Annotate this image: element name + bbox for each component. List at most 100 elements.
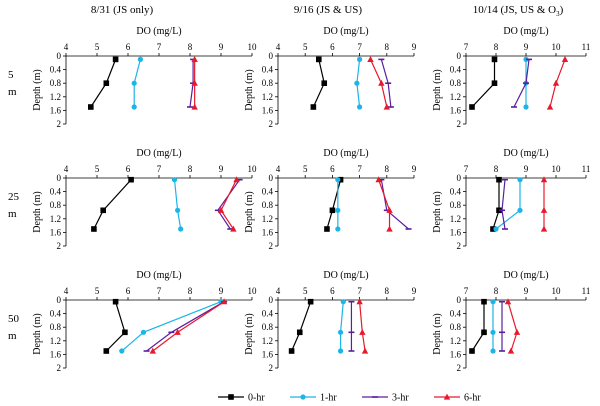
data-point-0-hr bbox=[128, 176, 134, 183]
x-tick-label: 5 bbox=[95, 286, 100, 296]
x-tick-label: 9 bbox=[219, 164, 224, 174]
data-point-0-hr bbox=[296, 329, 303, 336]
x-tick-label: 5 bbox=[95, 42, 100, 52]
data-point-6-hr bbox=[367, 56, 374, 62]
x-tick-label: 4 bbox=[276, 164, 281, 174]
legend: 0-hr 1-hr 3-hr 6-hr bbox=[218, 393, 481, 404]
data-point-1-hr bbox=[523, 104, 529, 110]
x-axis-label: DO (mg/L) bbox=[323, 26, 368, 37]
y-axis-label: Depth (m) bbox=[32, 191, 43, 232]
data-point-6-hr bbox=[546, 103, 554, 110]
legend-label: 3-hr bbox=[392, 393, 409, 404]
x-axis-label: DO (mg/L) bbox=[136, 270, 181, 281]
y-tick-label: 1.6 bbox=[262, 349, 274, 359]
series-3-hr bbox=[511, 58, 532, 108]
y-tick-label: 0 bbox=[57, 51, 62, 61]
data-point-6-hr bbox=[220, 298, 228, 305]
x-tick-label: 6 bbox=[126, 286, 131, 296]
x-tick-label: 7 bbox=[464, 286, 469, 296]
y-tick-label: 2 bbox=[457, 363, 462, 373]
series-0-hr bbox=[324, 176, 344, 232]
x-tick-label: 10 bbox=[248, 42, 258, 52]
data-point-0-hr bbox=[337, 176, 344, 183]
data-point-6-hr bbox=[191, 79, 198, 86]
y-tick-label: 1.6 bbox=[50, 349, 62, 359]
y-axis-label: Depth (m) bbox=[32, 313, 43, 354]
x-tick-label: 10 bbox=[248, 164, 258, 174]
data-point-1-hr bbox=[517, 207, 523, 213]
data-point-1-hr bbox=[493, 226, 499, 232]
data-point-1-hr bbox=[131, 104, 137, 110]
data-point-6-hr bbox=[149, 347, 156, 354]
data-point-0-hr bbox=[307, 298, 314, 305]
x-tick-label: 5 bbox=[303, 286, 308, 296]
series-3-hr bbox=[499, 300, 505, 352]
y-tick-label: 0.4 bbox=[50, 65, 62, 75]
series-0-hr bbox=[288, 298, 314, 354]
data-point-1-hr bbox=[490, 329, 496, 335]
series-6-hr bbox=[504, 298, 521, 354]
y-tick-label: 2 bbox=[57, 363, 62, 373]
y-tick-label: 1.6 bbox=[50, 105, 62, 115]
row-label-unit: m bbox=[8, 86, 17, 98]
x-tick-label: 7 bbox=[357, 286, 362, 296]
x-tick-label: 6 bbox=[330, 286, 335, 296]
y-tick-label: 1.2 bbox=[50, 214, 61, 224]
series-line-0-hr bbox=[105, 301, 126, 352]
series-line-6-hr bbox=[152, 301, 225, 352]
x-tick-label: 8 bbox=[385, 286, 390, 296]
y-tick-label: 0.4 bbox=[50, 187, 62, 197]
series-line-1-hr bbox=[339, 301, 344, 351]
data-point-0-hr bbox=[103, 348, 110, 354]
series-0-hr bbox=[310, 56, 328, 110]
x-tick-label: 8 bbox=[188, 286, 193, 296]
series-line-1-hr bbox=[121, 301, 222, 352]
x-tick-label: 7 bbox=[357, 42, 362, 52]
data-point-1-hr bbox=[140, 329, 147, 335]
x-tick-label: 9 bbox=[412, 286, 417, 296]
series-1-hr bbox=[171, 177, 184, 232]
data-point-0-hr bbox=[228, 394, 234, 400]
data-point-6-hr bbox=[230, 225, 237, 232]
y-tick-label: 0 bbox=[57, 173, 62, 183]
panel-1-3: DO (mg/L) 7 8 9 10 11 0 0.4 0.8 1.2 1.6 2 Depth (m) bbox=[432, 26, 590, 129]
y-tick-label: 1.2 bbox=[450, 336, 461, 346]
data-point-1-hr bbox=[175, 207, 181, 213]
data-point-1-hr bbox=[335, 177, 341, 183]
series-0-hr bbox=[103, 298, 128, 354]
series-line-6-hr bbox=[359, 301, 366, 352]
x-tick-label: 4 bbox=[64, 42, 69, 52]
data-point-6-hr bbox=[552, 79, 560, 86]
series-line-0-hr bbox=[326, 179, 342, 230]
series-1-hr bbox=[493, 177, 523, 232]
y-tick-label: 1.2 bbox=[450, 92, 461, 102]
data-point-0-hr bbox=[310, 104, 317, 110]
data-point-1-hr bbox=[171, 177, 178, 183]
series-6-hr bbox=[367, 56, 390, 110]
y-tick-label: 0.8 bbox=[262, 200, 274, 210]
y-tick-label: 1.6 bbox=[450, 349, 462, 359]
x-axis-label: DO (mg/L) bbox=[503, 148, 548, 159]
y-tick-label: 0 bbox=[269, 295, 274, 305]
y-axis-label: Depth (m) bbox=[244, 313, 255, 354]
data-point-1-hr bbox=[337, 348, 344, 354]
data-point-6-hr bbox=[233, 176, 240, 183]
x-tick-label: 10 bbox=[248, 286, 258, 296]
y-axis-label: Depth (m) bbox=[432, 69, 443, 110]
series-6-hr bbox=[149, 298, 228, 354]
series-line-1-hr bbox=[173, 179, 182, 230]
legend-item-6-hr: 6-hr bbox=[434, 393, 481, 404]
panel-2-1: DO (mg/L) 4 5 6 7 8 9 10 0 0.4 0.8 1.2 1.6 2 Depth (m) bbox=[32, 148, 257, 251]
x-tick-label: 5 bbox=[95, 164, 100, 174]
x-tick-label: 8 bbox=[494, 164, 499, 174]
legend-label: 6-hr bbox=[464, 393, 481, 404]
y-tick-label: 1.6 bbox=[262, 227, 274, 237]
x-tick-label: 8 bbox=[385, 42, 390, 52]
series-6-hr bbox=[540, 176, 548, 232]
x-tick-label: 8 bbox=[494, 286, 499, 296]
data-point-1-hr bbox=[490, 348, 496, 354]
y-tick-label: 2 bbox=[457, 241, 462, 251]
series-6-hr bbox=[546, 56, 569, 110]
x-axis-label: DO (mg/L) bbox=[503, 26, 548, 37]
